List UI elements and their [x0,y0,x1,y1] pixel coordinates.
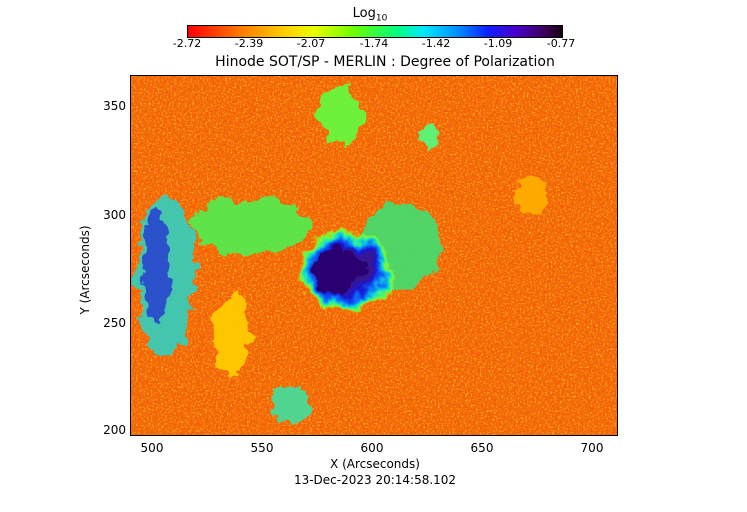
colorbar-title-subscript: 10 [375,13,388,24]
y-tick: 250 [103,316,126,330]
y-axis-label: Y (Arcseconds) [78,225,92,315]
x-tick: 550 [250,441,274,455]
y-tick: 200 [103,423,126,437]
x-tick: 500 [140,441,164,455]
colorbar-tick: -2.39 [234,37,264,50]
colorbar [187,25,563,38]
x-axis-label: X (Arcseconds) [330,457,420,471]
y-tick: 300 [103,208,126,222]
colorbar-tick: -0.77 [546,37,576,50]
colorbar-tick: -1.09 [483,37,513,50]
x-tick: 700 [580,441,604,455]
polarization-image [131,76,617,435]
x-tick: 650 [470,441,494,455]
colorbar-title: Log10 [340,6,400,24]
colorbar-title-text: Log [352,6,376,21]
colorbar-tick: -1.42 [421,37,451,50]
colorbar-tick: -1.74 [359,37,389,50]
y-tick: 350 [103,99,126,113]
colorbar-tick: -2.72 [172,37,202,50]
timestamp: 13-Dec-2023 20:14:58.102 [293,473,457,487]
colorbar-tick: -2.07 [296,37,326,50]
plot-title: Hinode SOT/SP - MERLIN : Degree of Polar… [215,54,555,70]
x-tick: 600 [360,441,384,455]
polarization-map [130,75,618,436]
